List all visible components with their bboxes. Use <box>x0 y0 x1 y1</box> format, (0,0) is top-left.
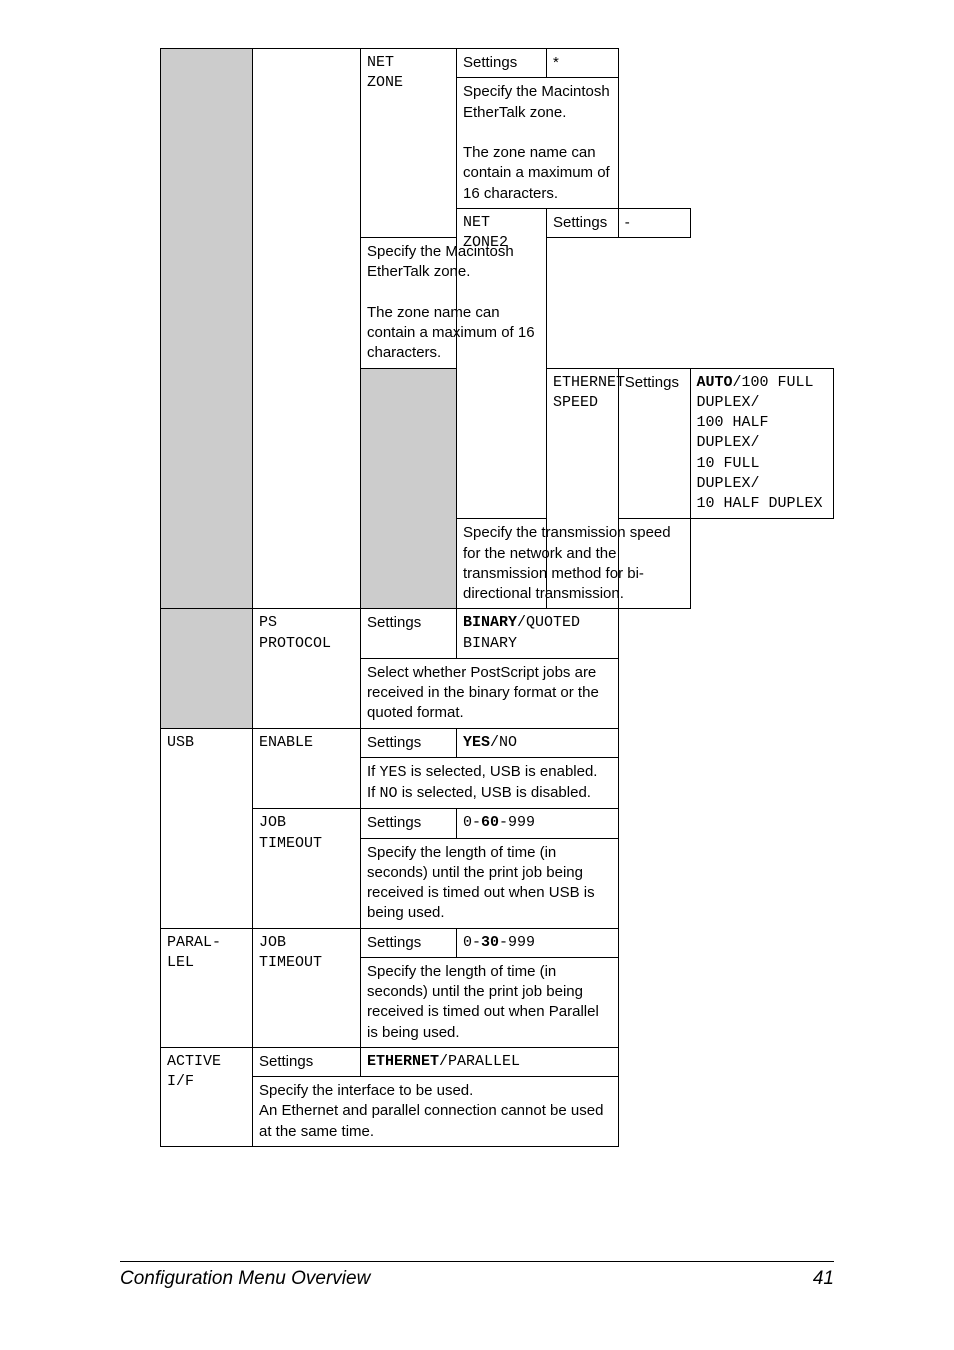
net-zone2-settings-value: - <box>625 214 630 231</box>
footer-title: Configuration Menu Overview <box>120 1268 370 1290</box>
ps-protocol-desc: Select whether PostScript jobs are recei… <box>367 664 599 722</box>
net-zone-desc: Specify the Macintosh EtherTalk zone. Th… <box>463 83 610 201</box>
net-zone-settings-value: * <box>553 54 559 71</box>
ethernet-speed-line2: 100 HALF DUPLEX/ <box>697 414 769 451</box>
active-if-settings-label: Settings <box>259 1053 313 1070</box>
parallel-job-val-post: -999 <box>499 934 535 951</box>
usb-job-desc: Specify the length of time (in seconds) … <box>367 844 595 922</box>
ethernet-speed-line3: 10 FULL DUPLEX/ <box>697 455 760 492</box>
ps-protocol-val-pre: BINARY <box>463 614 517 631</box>
usb-enable-settings-label: Settings <box>367 734 421 751</box>
ethernet-speed-desc: Specify the transmission speed for the n… <box>463 524 671 602</box>
usb-enable-desc2-code: NO <box>380 785 398 802</box>
parallel-job-settings-label: Settings <box>367 934 421 951</box>
footer-page-number: 41 <box>813 1268 834 1290</box>
net-zone2-settings-label: Settings <box>553 214 607 231</box>
parallel-job-desc: Specify the length of time (in seconds) … <box>367 963 599 1041</box>
usb-job-val-post: -999 <box>499 814 535 831</box>
ethernet-speed-label: ETHERNET SPEED <box>553 374 625 411</box>
ethernet-speed-val-pre: AUTO <box>697 374 733 391</box>
usb-enable-desc1-code: YES <box>380 764 407 781</box>
usb-enable-val-pre: YES <box>463 734 490 751</box>
usb-enable-desc1-post: is selected, USB is enabled. <box>407 763 598 780</box>
active-if-val-post: /PARALLEL <box>439 1053 520 1070</box>
parallel-job-label: JOB TIMEOUT <box>259 934 322 971</box>
parallel-job-val-pre: 0- <box>463 934 481 951</box>
usb-label: USB <box>167 734 194 751</box>
page-footer: Configuration Menu Overview 41 <box>120 1261 834 1290</box>
usb-enable-label: ENABLE <box>259 734 313 751</box>
ethernet-speed-line4: 10 HALF DUPLEX <box>697 495 823 512</box>
active-if-desc: Specify the interface to be used. An Eth… <box>259 1082 603 1140</box>
usb-job-label: JOB TIMEOUT <box>259 814 322 851</box>
net-zone-label: NET ZONE <box>367 54 403 91</box>
usb-enable-val-post: /NO <box>490 734 517 751</box>
ps-protocol-label: PS PROTOCOL <box>259 614 331 651</box>
active-if-label: ACTIVE I/F <box>167 1053 221 1090</box>
net-zone-settings-label: Settings <box>463 54 517 71</box>
net-zone2-desc: Specify the Macintosh EtherTalk zone. Th… <box>367 243 535 361</box>
usb-enable-desc2-post: is selected, USB is disabled. <box>398 784 591 801</box>
parallel-job-val-bold: 30 <box>481 934 499 951</box>
parallel-label: PARAL- LEL <box>167 934 221 971</box>
usb-job-val-bold: 60 <box>481 814 499 831</box>
ps-protocol-settings-label: Settings <box>367 614 421 631</box>
ethernet-speed-settings-label: Settings <box>625 374 679 391</box>
active-if-val-pre: ETHERNET <box>367 1053 439 1070</box>
usb-job-settings-label: Settings <box>367 814 421 831</box>
usb-job-val-pre: 0- <box>463 814 481 831</box>
usb-enable-desc2-pre: If <box>367 784 380 801</box>
usb-enable-desc1-pre: If <box>367 763 380 780</box>
